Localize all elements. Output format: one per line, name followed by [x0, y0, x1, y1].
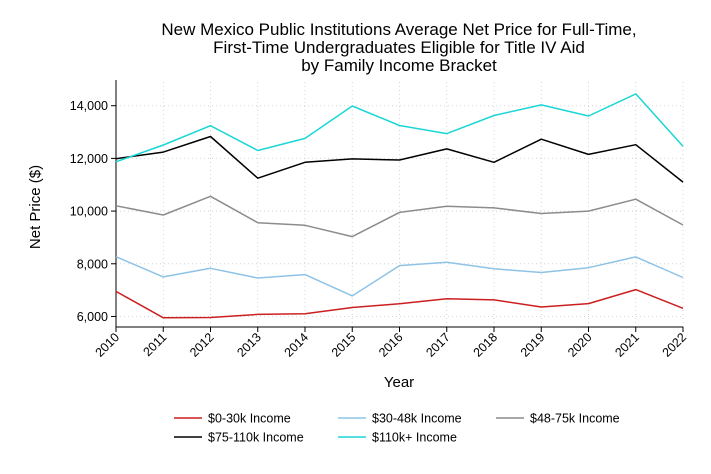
legend-label: $75-110k Income — [208, 431, 304, 445]
legend-item: $110k+ Income — [338, 431, 457, 445]
series-line — [115, 135, 684, 183]
y-axis-title: Net Price ($) — [27, 165, 44, 249]
x-tick-label: 2022 — [660, 330, 690, 360]
axes — [111, 80, 684, 332]
x-tick-label: 2013 — [234, 330, 264, 360]
series-line — [115, 256, 684, 297]
tick-labels: 6,000 8,000 10,000 12,000 14,000 2010 2011 2012… — [70, 99, 689, 360]
x-tick-label: 2015 — [329, 330, 359, 360]
series-line — [115, 195, 684, 238]
legend-label: $0-30k Income — [208, 412, 291, 426]
legend-label: $48-75k Income — [530, 412, 620, 426]
legend-item: $48-75k Income — [496, 412, 620, 426]
legend-item: $75-110k Income — [174, 431, 304, 445]
chart-title: New Mexico Public Institutions Average N… — [161, 20, 636, 75]
y-tick-label: 6,000 — [77, 310, 108, 324]
legend-item: $0-30k Income — [174, 412, 291, 426]
x-tick-label: 2018 — [471, 330, 501, 360]
y-tick-label: 14,000 — [70, 99, 108, 113]
legend: $0-30k Income $30-48k Income $48-75k Incom… — [174, 412, 620, 445]
y-tick-label: 10,000 — [70, 205, 108, 219]
x-tick-label: 2012 — [187, 330, 217, 360]
series-line — [115, 93, 684, 163]
chart-title-line-1: New Mexico Public Institutions Average N… — [161, 20, 636, 39]
legend-label: $110k+ Income — [372, 431, 457, 445]
data-series — [115, 93, 684, 319]
x-tick-label: 2016 — [376, 330, 406, 360]
x-axis-title: Year — [384, 374, 414, 391]
x-tick-label: 2010 — [93, 330, 123, 360]
gridlines — [115, 82, 684, 327]
series-line — [115, 288, 684, 319]
x-tick-label: 2011 — [140, 330, 169, 359]
chart-title-line-3: by Family Income Bracket — [301, 56, 497, 75]
y-tick-label: 8,000 — [77, 257, 108, 271]
x-tick-label: 2019 — [518, 330, 548, 360]
chart-title-line-2: First-Time Undergraduates Eligible for T… — [213, 38, 585, 57]
x-tick-label: 2020 — [565, 330, 595, 360]
y-tick-label: 12,000 — [70, 152, 108, 166]
legend-label: $30-48k Income — [372, 412, 462, 426]
legend-item: $30-48k Income — [338, 412, 462, 426]
x-tick-label: 2021 — [612, 330, 642, 360]
x-tick-label: 2017 — [423, 330, 453, 360]
x-tick-label: 2014 — [282, 330, 312, 360]
